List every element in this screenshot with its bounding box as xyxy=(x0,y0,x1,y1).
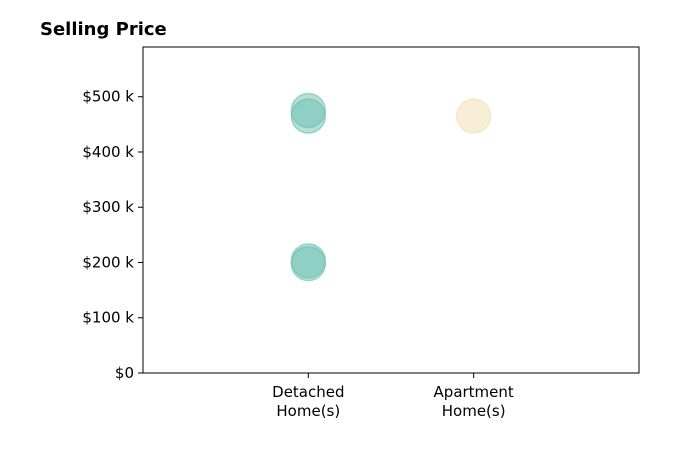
data-point xyxy=(290,98,327,134)
x-axis: Detached Home(s) Apartment Home(s) xyxy=(272,373,514,420)
points-layer xyxy=(290,92,492,282)
data-point xyxy=(455,98,492,134)
data-point xyxy=(290,245,327,282)
x-tick-label: Apartment Home(s) xyxy=(434,383,514,420)
y-tick-label: $0 xyxy=(115,364,134,382)
y-tick-label: $400 k xyxy=(82,143,134,161)
y-tick-label: $300 k xyxy=(82,198,134,216)
y-axis: $0 $100 k $200 k $300 k $400 k $500 k xyxy=(82,88,143,382)
y-tick-label: $500 k xyxy=(82,88,134,106)
x-tick-label: Detached Home(s) xyxy=(272,383,344,420)
y-tick-label: $100 k xyxy=(82,309,134,327)
chart-title: Selling Price xyxy=(40,19,167,40)
y-tick-label: $200 k xyxy=(82,253,134,271)
plot-area xyxy=(142,46,640,374)
